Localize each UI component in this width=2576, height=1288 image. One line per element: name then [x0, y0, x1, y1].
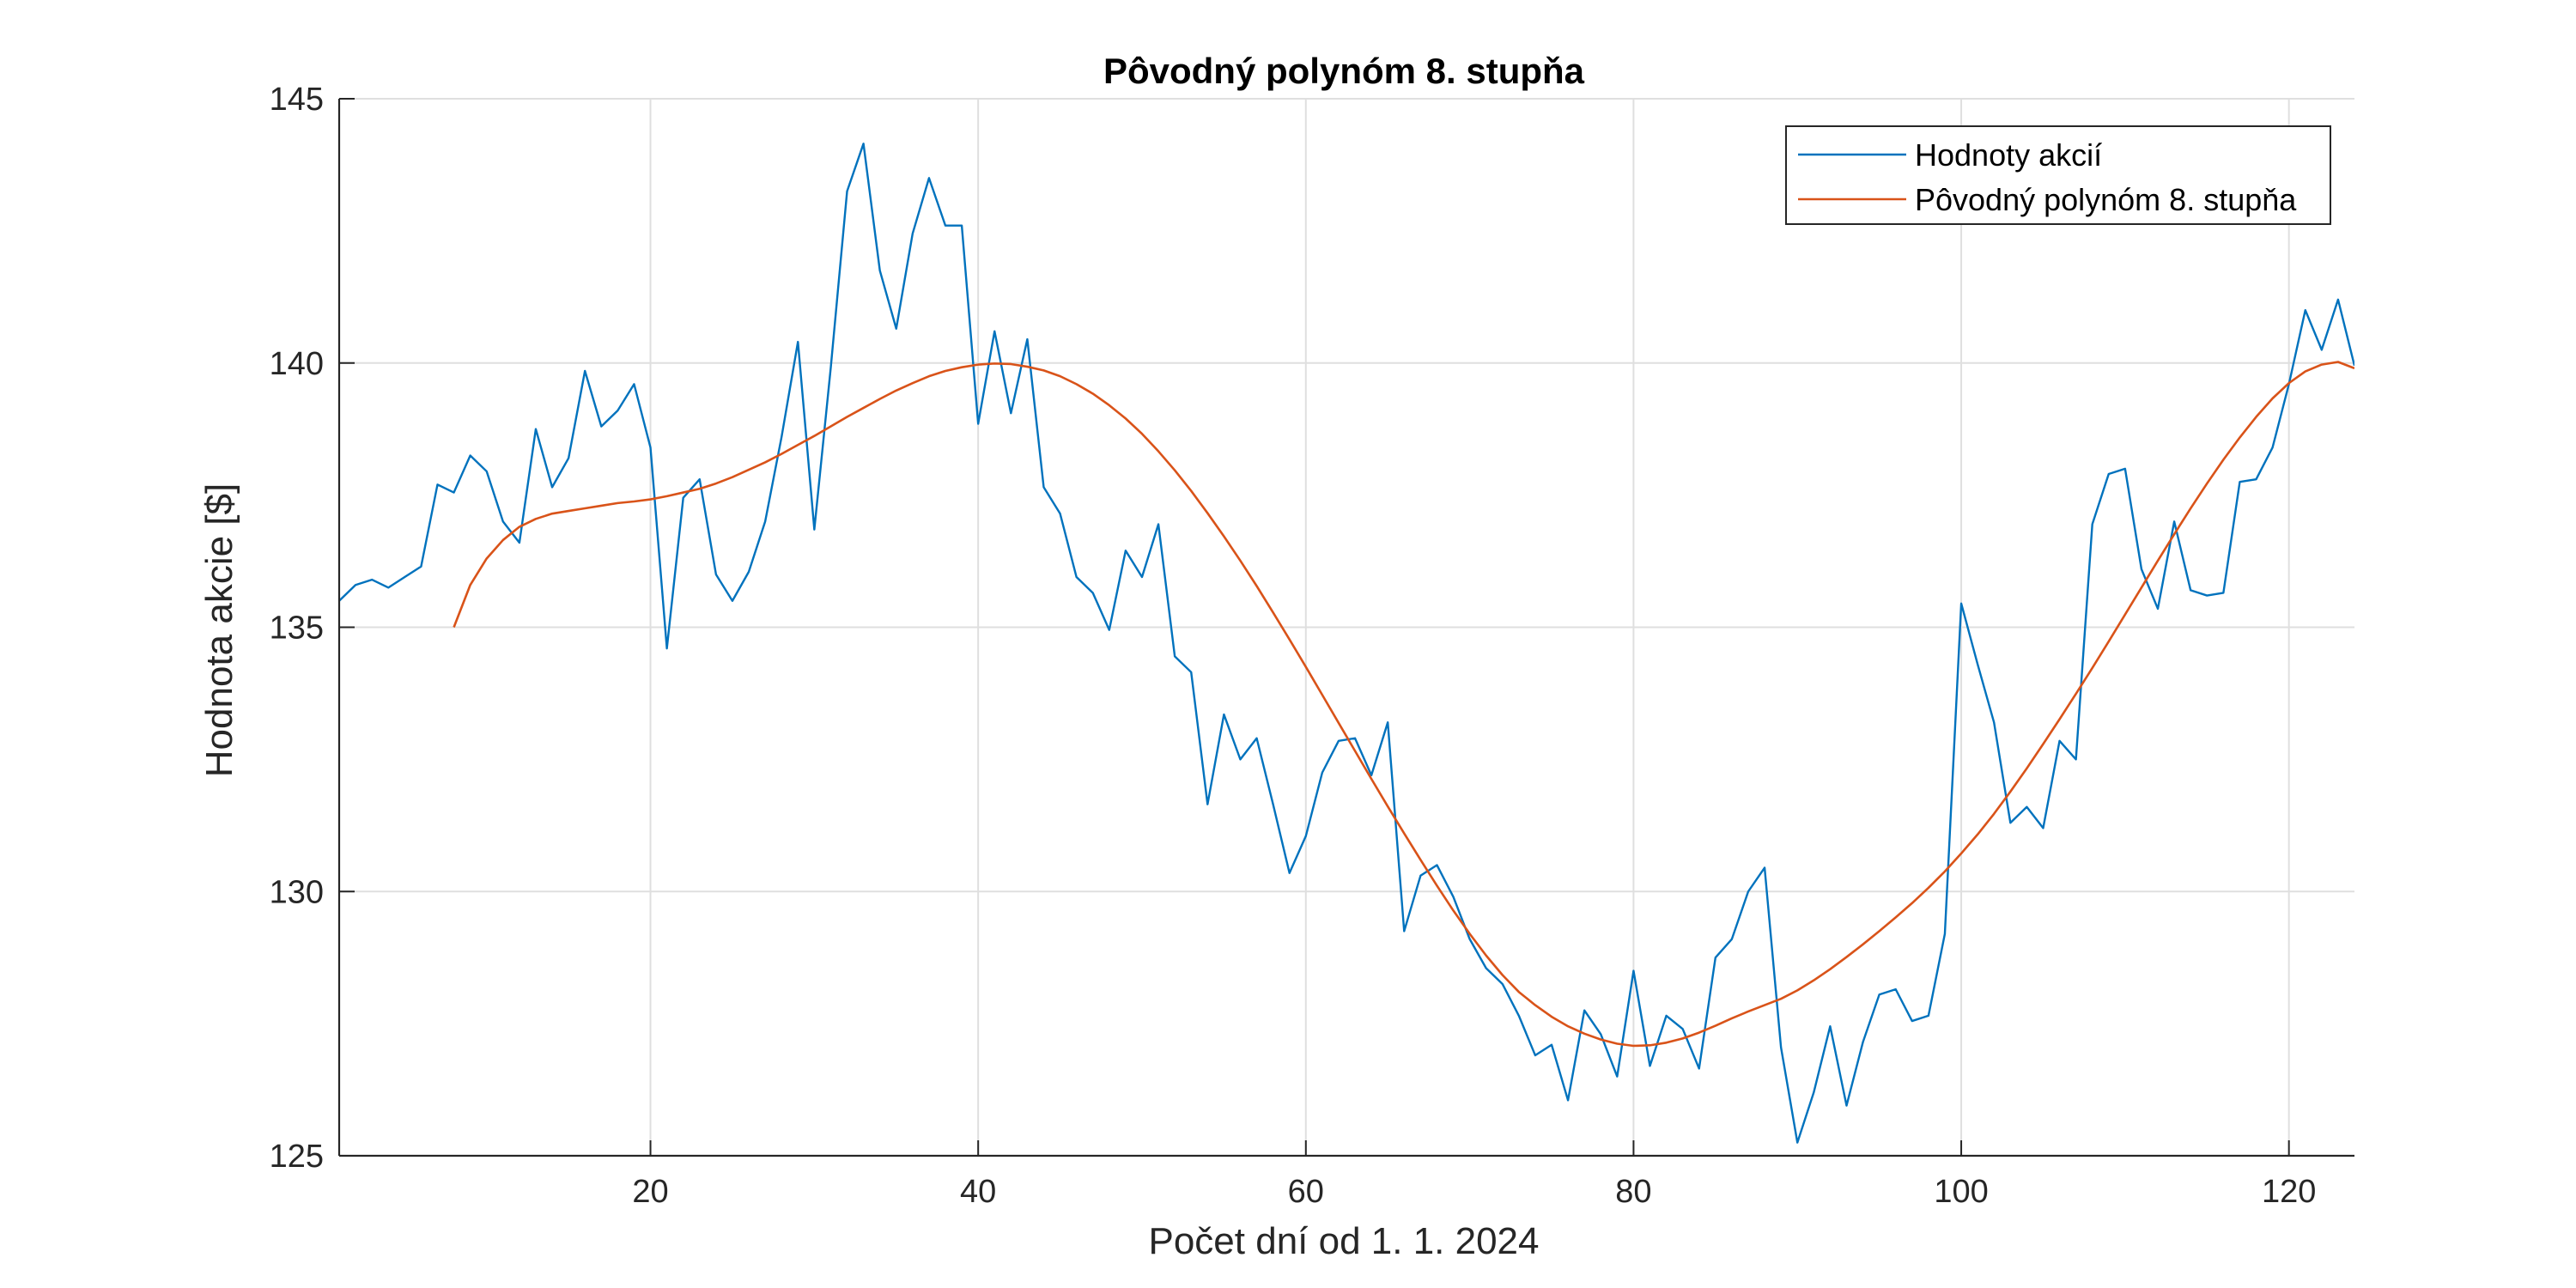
y-axis-label: Hodnota akcie [$]	[198, 483, 240, 777]
y-tick-label: 135	[270, 611, 324, 647]
x-tick-label: 40	[960, 1174, 996, 1210]
ticks: 20 40 60 80 100 120 125 130 135 140 145	[270, 82, 2317, 1210]
y-tick-label: 125	[270, 1139, 324, 1175]
x-tick-label: 120	[2262, 1174, 2316, 1210]
x-tick-label: 100	[1934, 1174, 1988, 1210]
x-axis-label: Počet dní od 1. 1. 2024	[1148, 1220, 1539, 1262]
x-tick-label: 80	[1615, 1174, 1651, 1210]
chart-title: Pôvodný polynóm 8. stupňa	[1103, 51, 1585, 91]
legend-label-hodnoty-akcii: Hodnoty akcií	[1915, 137, 2102, 173]
legend-label-povodny-polynom: Pôvodný polynóm 8. stupňa	[1915, 182, 2297, 217]
y-tick-label: 130	[270, 874, 324, 910]
x-tick-label: 20	[632, 1174, 668, 1210]
series-group	[339, 143, 2354, 1144]
y-tick-label: 140	[270, 346, 324, 382]
series-line-povodny-polynom	[453, 361, 2354, 1048]
y-tick-label: 145	[270, 82, 324, 118]
legend: Hodnoty akcií Pôvodný polynóm 8. stupňa	[1785, 125, 2331, 225]
x-tick-label: 60	[1288, 1174, 1324, 1210]
legend-box	[1785, 125, 2331, 225]
series-line-hodnoty-akcii	[339, 143, 2354, 1144]
